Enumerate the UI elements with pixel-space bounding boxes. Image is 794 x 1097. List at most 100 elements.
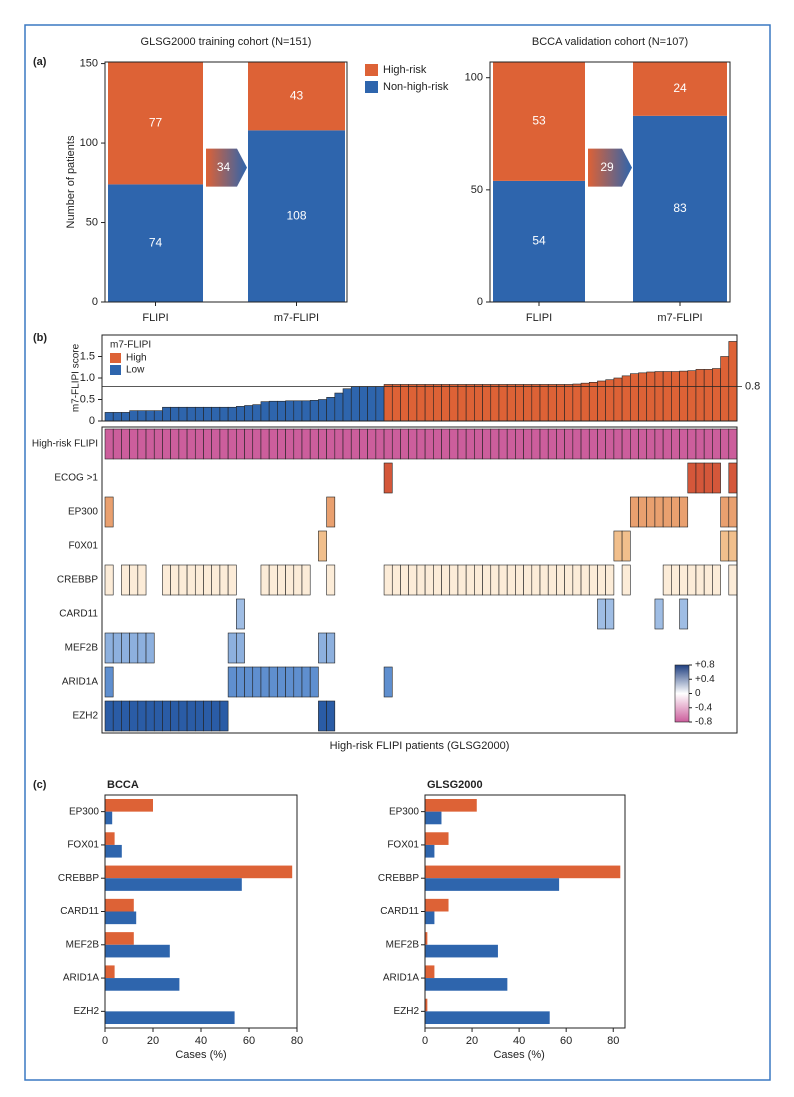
y-tick-label: 150: [80, 57, 98, 69]
mutation-cell: [465, 564, 475, 596]
mutation-cell: [490, 564, 500, 596]
mutation-cell: [145, 700, 155, 732]
chart-title: BCCA: [107, 779, 139, 791]
x-tick-label: 80: [607, 1035, 619, 1047]
mutation-cell: [137, 428, 147, 460]
score-bar: [621, 375, 631, 422]
mutation-cell: [482, 428, 492, 460]
bar-segment: [108, 62, 203, 185]
mutation-cell: [227, 666, 237, 698]
row-label: CARD11: [59, 609, 98, 620]
y-tick-label: FOX01: [387, 840, 419, 851]
value-label: 43: [290, 88, 304, 102]
score-bar: [285, 400, 295, 422]
x-axis-label: Cases (%): [175, 1049, 226, 1061]
score-bar: [334, 392, 344, 422]
bar: [425, 998, 428, 1012]
bar: [105, 932, 134, 945]
mutation-cell: [178, 700, 188, 732]
score-bar: [104, 412, 114, 422]
mutation-cell: [441, 564, 451, 596]
mutation-cell: [416, 428, 426, 460]
panel-label: (b): [33, 332, 47, 344]
y-tick-label: 50: [86, 216, 98, 228]
y-tick-label: CREBBP: [378, 873, 419, 884]
mutation-cell: [227, 564, 237, 596]
mutation-cell: [597, 564, 606, 596]
y-tick-label: 100: [80, 137, 98, 149]
y-tick-label: 0: [89, 415, 95, 427]
score-bar: [613, 377, 623, 422]
mutation-cell: [326, 496, 336, 528]
score-bar: [391, 384, 401, 422]
mutation-cell: [433, 428, 442, 460]
mutation-cell: [162, 564, 171, 596]
mutation-cell: [572, 564, 582, 596]
row-label: EP300: [68, 507, 98, 518]
mutation-cell: [605, 428, 615, 460]
mutation-cell: [121, 428, 130, 460]
score-bar: [498, 384, 508, 422]
legend-label: Non-high-risk: [383, 81, 449, 93]
mutation-cell: [309, 428, 319, 460]
mutation-cell: [252, 428, 262, 460]
score-bar: [318, 399, 327, 422]
y-tick-label: 0: [477, 296, 483, 308]
score-bar: [687, 370, 697, 422]
mutation-cell: [662, 564, 672, 596]
score-bar: [515, 384, 524, 422]
value-label: 53: [532, 114, 546, 128]
mutation-cell: [646, 496, 656, 528]
mutation-cell: [679, 428, 689, 460]
mutation-cell: [424, 428, 434, 460]
bar-segment: [493, 180, 585, 302]
bar-segment: [493, 62, 585, 181]
mutation-cell: [359, 428, 368, 460]
panel-label: (c): [33, 779, 47, 791]
score-bar: [268, 400, 278, 422]
mutation-cell: [277, 428, 286, 460]
mutation-cell: [145, 632, 155, 664]
score-bar: [605, 379, 615, 422]
value-label: 77: [149, 115, 163, 129]
mutation-cell: [441, 428, 451, 460]
mutation-cell: [121, 632, 130, 664]
mutation-cell: [654, 598, 664, 630]
score-bar: [121, 412, 130, 422]
bar-segment: [248, 130, 345, 302]
mutation-cell: [498, 428, 508, 460]
score-bar: [162, 406, 171, 422]
score-bar: [277, 400, 286, 422]
score-bar: [244, 405, 254, 422]
score-bar: [638, 372, 648, 422]
score-bar: [433, 384, 442, 422]
mutation-cell: [227, 632, 237, 664]
mutation-cell: [457, 428, 467, 460]
score-bar: [482, 384, 492, 422]
row-label: ECOG >1: [54, 473, 98, 484]
mutation-cell: [211, 700, 221, 732]
score-bar: [679, 370, 689, 422]
chart-title: BCCA validation cohort (N=107): [532, 36, 688, 48]
score-bar: [629, 373, 639, 422]
score-bar: [408, 384, 418, 422]
y-tick-label: EP300: [389, 806, 419, 817]
x-tick-label: m7-FLIPI: [657, 312, 702, 324]
bar: [105, 798, 153, 812]
mutation-cell: [695, 564, 705, 596]
mutation-cell: [531, 428, 541, 460]
mutation-cell: [227, 428, 237, 460]
mutation-cell: [121, 700, 130, 732]
mutation-cell: [588, 428, 598, 460]
value-label: 74: [149, 235, 163, 249]
mutation-cell: [219, 428, 229, 460]
score-bar: [153, 410, 163, 422]
mutation-cell: [137, 564, 147, 596]
score-bar: [359, 386, 368, 422]
y-tick-label: EP300: [69, 806, 99, 817]
mutation-cell: [326, 632, 336, 664]
score-bar: [547, 384, 557, 422]
mutation-cell: [129, 564, 139, 596]
plot-frame: [104, 61, 348, 303]
mutation-cell: [301, 428, 311, 460]
